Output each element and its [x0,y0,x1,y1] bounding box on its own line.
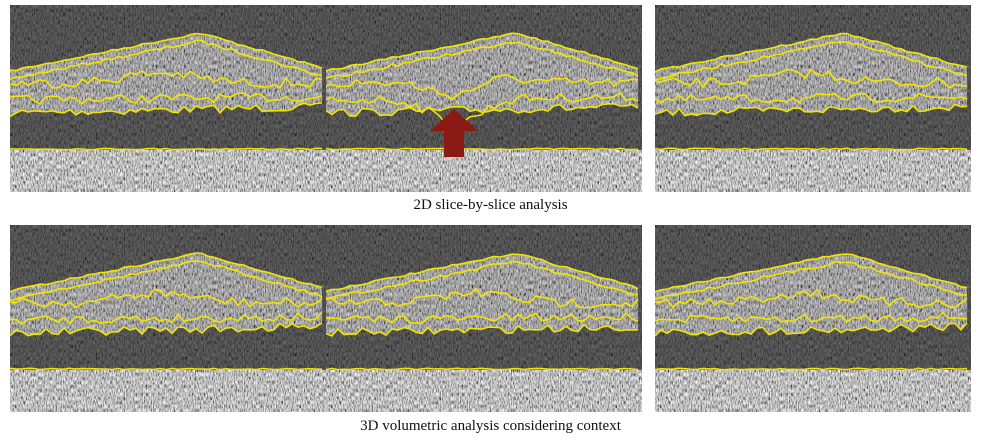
oct-panel [655,5,971,192]
oct-panel [326,5,642,192]
oct-panel [10,225,326,412]
caption: 3D volumetric analysis considering conte… [0,418,981,435]
oct-panel [326,225,642,412]
rpe-tissue [655,370,971,412]
oct-panel [655,225,971,412]
figure-page: 2D slice-by-slice analysis 3D volumetric… [0,0,981,440]
oct-panel [10,5,326,192]
caption: 2D slice-by-slice analysis [0,197,981,214]
rpe-tissue [655,150,971,192]
rpe-tissue [10,150,326,192]
figure [0,0,981,440]
rpe-tissue [326,150,642,192]
rpe-tissue [326,370,642,412]
rpe-tissue [10,370,326,412]
